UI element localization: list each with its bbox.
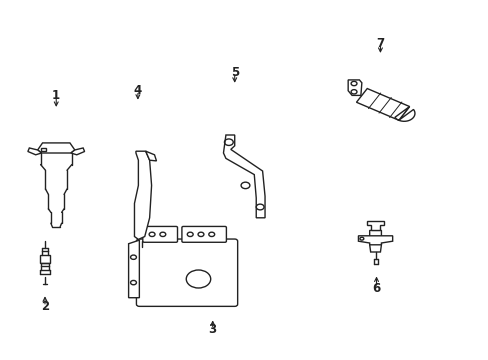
FancyBboxPatch shape [136,239,237,306]
Polygon shape [356,89,409,120]
FancyBboxPatch shape [142,226,177,242]
Polygon shape [134,151,151,239]
Bar [41,148,46,151]
FancyBboxPatch shape [182,226,226,242]
Polygon shape [71,148,84,155]
Polygon shape [223,135,264,218]
Text: 5: 5 [230,66,238,78]
Polygon shape [366,221,384,230]
Text: 2: 2 [41,300,49,313]
Text: 7: 7 [376,37,384,50]
Text: 6: 6 [372,282,380,294]
Text: 1: 1 [52,89,60,102]
Polygon shape [28,148,41,155]
Polygon shape [369,230,381,252]
Polygon shape [128,240,139,298]
Polygon shape [347,80,361,95]
Polygon shape [145,151,156,161]
Polygon shape [358,236,392,245]
Text: 3: 3 [208,323,216,336]
Polygon shape [394,107,414,121]
Polygon shape [40,255,50,263]
Polygon shape [38,143,75,153]
Text: 4: 4 [134,84,142,97]
